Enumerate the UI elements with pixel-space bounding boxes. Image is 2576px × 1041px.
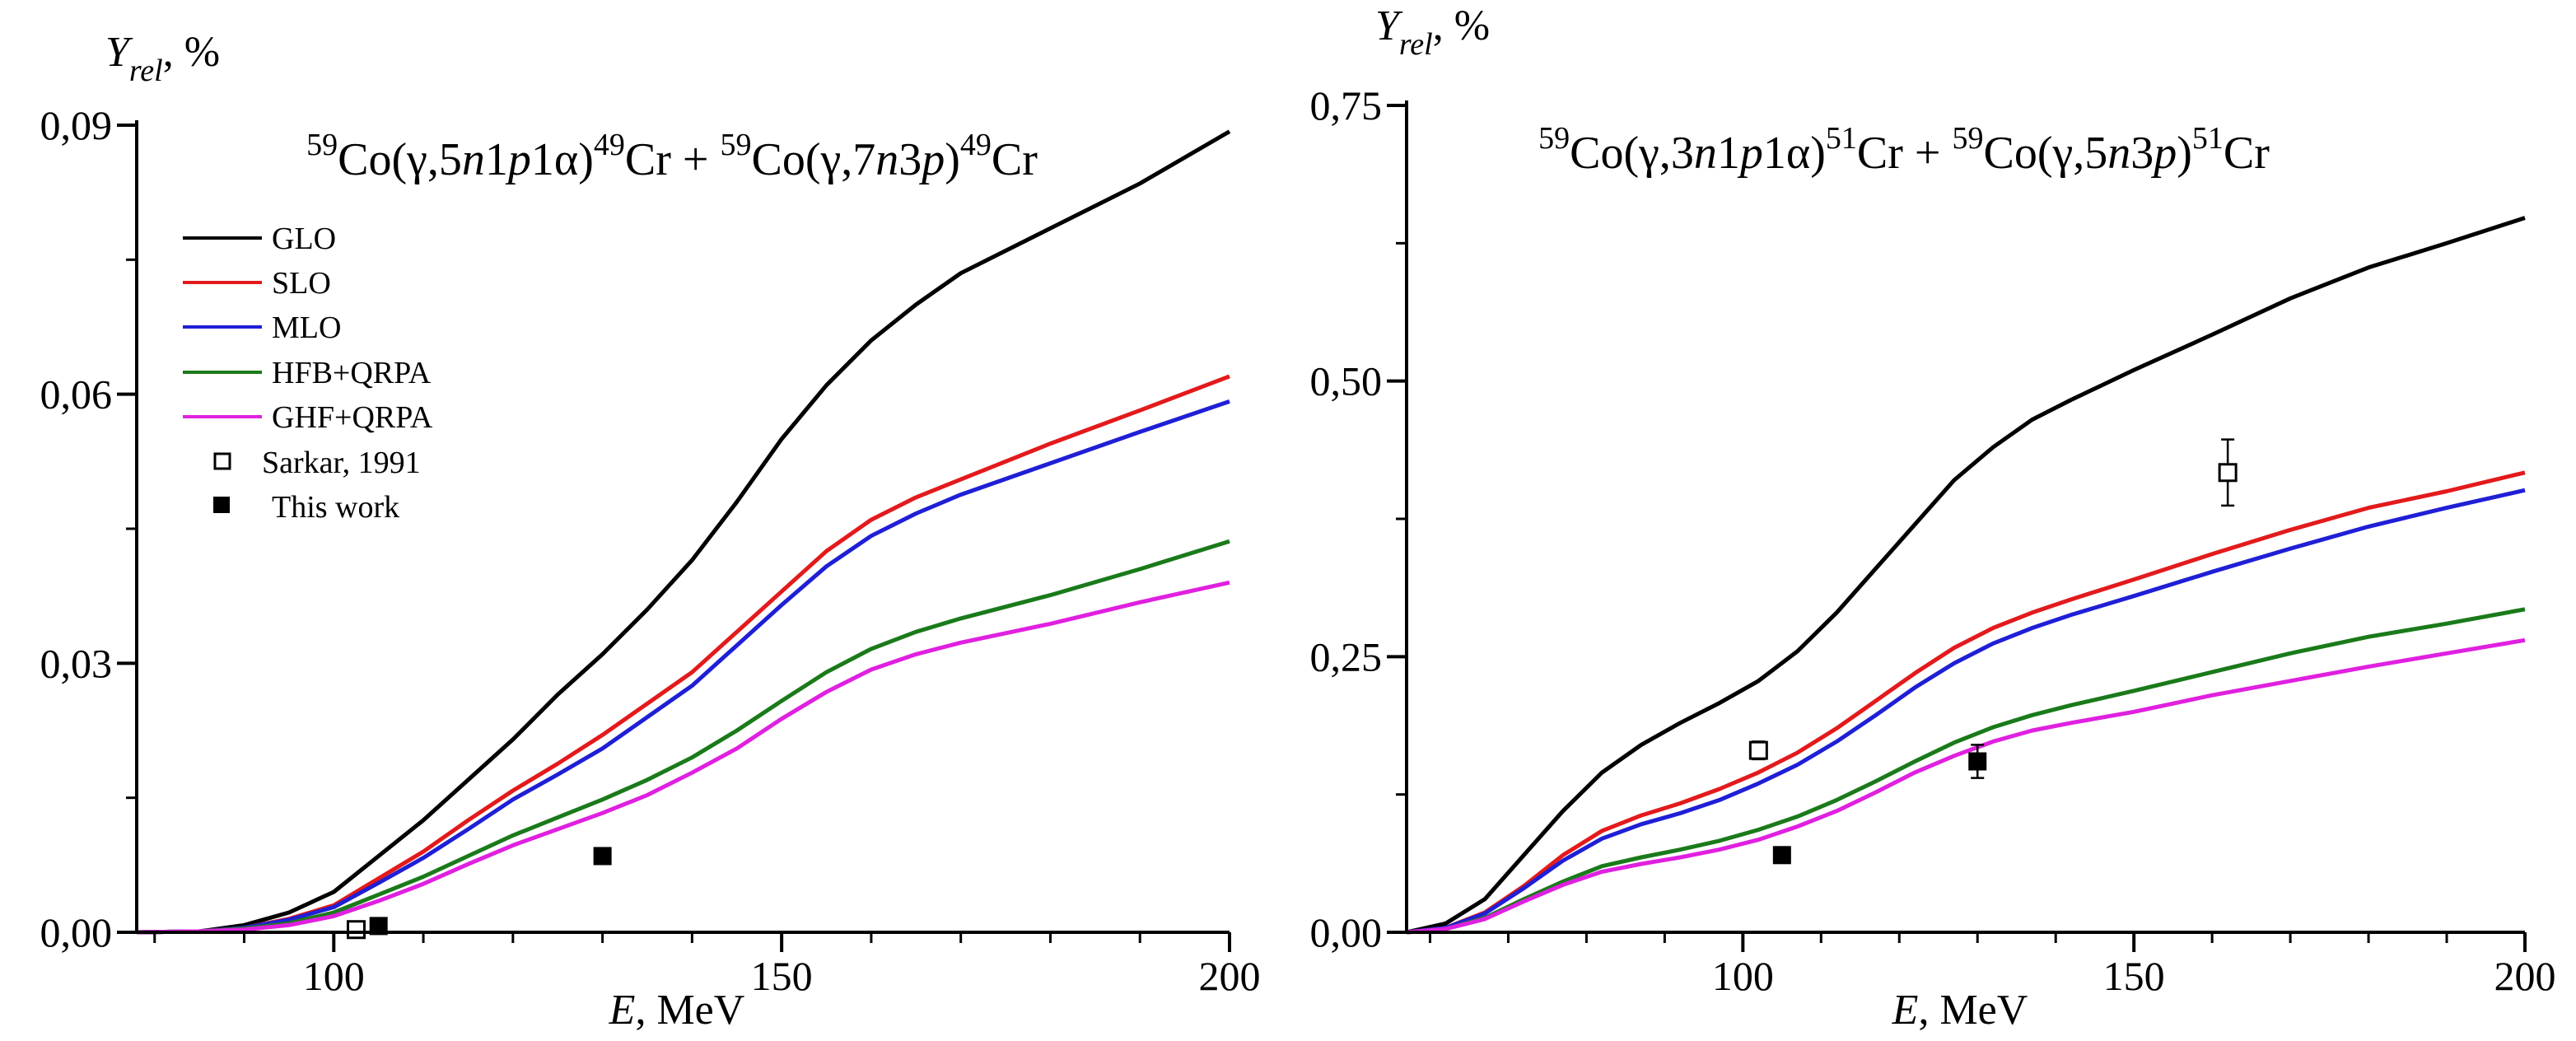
right-point-this-work-3 <box>1968 752 1987 771</box>
right-chart-title: 59Co(γ,3n1p1α)51Cr + 59Co(γ,5n3p)51Cr <box>1538 121 2270 179</box>
left-point-this-work-1 <box>369 917 388 936</box>
legend-entry-hfb-qrpa: HFB+QRPA <box>183 356 432 390</box>
legend-entry-ghf-qrpa: GHF+QRPA <box>183 400 433 435</box>
right-x-tick-label: 200 <box>2494 953 2556 999</box>
legend-label-hfb-qrpa: HFB+QRPA <box>272 356 432 390</box>
legend-entry-slo: SLO <box>183 266 331 301</box>
left-panel: 0,00 0,03 0,06 0,09 100 150 200 Yrel, % E, MeV… <box>40 29 1261 1034</box>
legend-label-glo: GLO <box>272 222 336 256</box>
legend-entry-mlo: MLO <box>183 310 341 345</box>
legend-label-ghf-qrpa: GHF+QRPA <box>272 400 433 435</box>
left-series-line-hfb-qrpa <box>136 539 1230 935</box>
right-x-axis-label: E, MeV <box>1892 987 2028 1034</box>
left-axes: 0,00 0,03 0,06 0,09 100 150 200 <box>40 102 1261 999</box>
left-x-axis-label: E, MeV <box>609 987 745 1034</box>
left-x-tick-label: 100 <box>303 953 365 999</box>
right-x-tick-label: 100 <box>1712 953 1774 999</box>
legend-label-this-work: This work <box>272 490 399 525</box>
legend-marker-open-square <box>213 452 231 470</box>
right-x-tick-label: 150 <box>2103 953 2165 999</box>
right-y-tick-label: 0,75 <box>1310 82 1383 128</box>
right-point-sarkar-1 <box>2218 463 2238 483</box>
left-y-axis-label: Yrel, % <box>105 29 220 88</box>
right-plot-lines <box>1406 216 2526 935</box>
left-y-tick-label: 0,09 <box>40 102 113 148</box>
left-plot-lines <box>136 129 1231 935</box>
left-y-tick-label: 0,06 <box>40 371 113 418</box>
legend-label-mlo: MLO <box>272 310 341 345</box>
right-y-tick-label: 0,25 <box>1310 633 1383 679</box>
legend-entry-sarkar: Sarkar, 1991 <box>213 446 421 480</box>
left-x-tick-label: 200 <box>1199 953 1261 999</box>
legend-label-slo: SLO <box>272 266 331 301</box>
left-chart-title: 59Co(γ,5n1p1α)49Cr + 59Co(γ,7n3p)49Cr <box>306 128 1038 185</box>
right-series-line-glo <box>1406 216 2526 935</box>
legend-label-sarkar: Sarkar, 1991 <box>262 446 421 480</box>
left-y-tick-label: 0,00 <box>40 909 113 955</box>
legend-marker-filled-square <box>213 497 230 513</box>
right-y-axis-label: Yrel, % <box>1375 2 1490 62</box>
right-plot-points <box>1748 438 2238 865</box>
right-panel: 0,00 0,25 0,50 0,75 100 150 200 Yrel, % E, MeV… <box>1310 2 2556 1034</box>
right-point-sarkar-0 <box>1748 740 1768 760</box>
left-x-tick-label: 150 <box>751 953 813 999</box>
right-point-this-work-2 <box>1772 846 1791 865</box>
left-y-tick-label: 0,03 <box>40 640 113 686</box>
right-series-line-mlo <box>1406 488 2526 935</box>
left-point-this-work-2 <box>593 847 612 866</box>
legend-entry-this-work: This work <box>213 490 399 525</box>
right-series-line-slo <box>1406 470 2526 935</box>
right-y-tick-label: 0,00 <box>1310 909 1383 955</box>
left-point-sarkar-0 <box>346 920 366 940</box>
right-y-tick-label: 0,50 <box>1310 358 1383 404</box>
left-series-line-glo <box>136 129 1231 935</box>
legend-entry-glo: GLO <box>183 222 336 256</box>
right-series-line-hfb-qrpa <box>1406 607 2526 935</box>
legend: GLO SLO MLO HFB+QRPA GHF+QRPA Sarkar, 19… <box>183 222 433 525</box>
right-axes: 0,00 0,25 0,50 0,75 100 150 200 <box>1310 82 2556 999</box>
left-series-line-mlo <box>136 399 1230 935</box>
right-series-line-ghf-qrpa <box>1406 637 2526 935</box>
left-series-line-ghf-qrpa <box>136 580 1230 935</box>
